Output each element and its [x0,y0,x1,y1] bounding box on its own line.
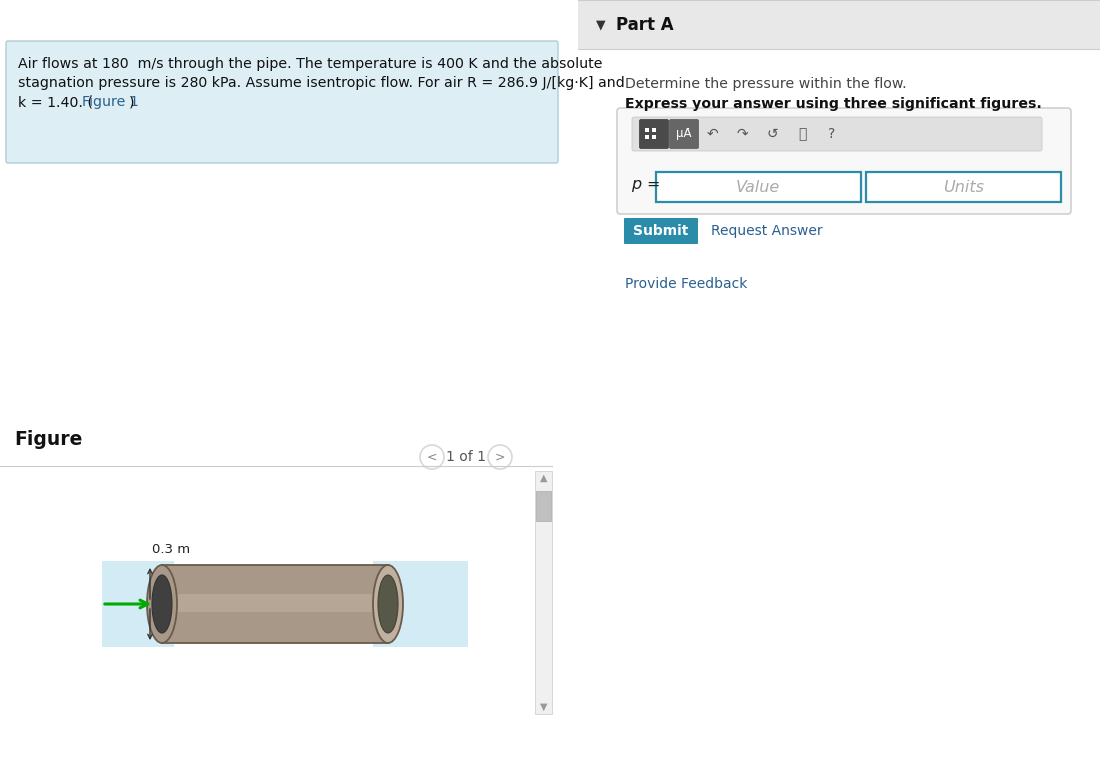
Text: k = 1.40. (: k = 1.40. ( [18,95,92,109]
Text: <: < [427,451,438,464]
Text: ): ) [129,95,134,109]
Text: Air flows at 180  m/s through the pipe. The temperature is 400 K and the absolut: Air flows at 180 m/s through the pipe. T… [18,57,603,71]
Text: μȦ: μȦ [676,128,692,140]
Text: Determine the pressure within the flow.: Determine the pressure within the flow. [625,77,906,91]
Bar [578,49,1100,759]
Bar [536,491,551,521]
Text: >: > [495,451,505,464]
Text: stagnation pressure is 280 kPa. Assume isentropic flow. For air R = 286.9 J/[kg·: stagnation pressure is 280 kPa. Assume i… [18,76,625,90]
Text: Express your answer using three significant figures.: Express your answer using three signific… [625,97,1042,111]
Text: Value: Value [736,179,780,194]
Text: Request Answer: Request Answer [711,224,823,238]
Bar [578,0,1100,49]
Bar [535,471,552,714]
Bar [652,128,656,132]
Bar [645,135,649,139]
Text: ▼: ▼ [540,702,548,712]
Text: ⌸: ⌸ [798,127,806,141]
FancyBboxPatch shape [624,218,698,244]
Text: $p$ =: $p$ = [631,178,660,194]
Text: ↺: ↺ [767,127,778,141]
Text: Submit: Submit [634,224,689,238]
Bar [162,594,388,612]
Text: Units: Units [944,179,984,194]
Text: Figure: Figure [14,430,82,449]
Ellipse shape [373,565,403,643]
FancyBboxPatch shape [6,41,558,163]
Text: Provide Feedback: Provide Feedback [625,277,747,291]
Bar [645,128,649,132]
FancyBboxPatch shape [632,117,1042,151]
Text: ▼: ▼ [596,18,606,32]
Text: ↷: ↷ [736,127,748,141]
Text: Part A: Part A [616,16,673,34]
Bar [656,172,861,202]
FancyBboxPatch shape [670,119,698,149]
Text: ↶: ↶ [706,127,718,141]
Bar [652,135,656,139]
Ellipse shape [152,575,172,633]
Text: ?: ? [828,127,836,141]
Bar [102,561,174,647]
Text: 0.3 m: 0.3 m [152,543,190,556]
Text: ▲: ▲ [540,473,548,483]
FancyBboxPatch shape [617,108,1071,214]
Text: 1 of 1: 1 of 1 [446,450,486,464]
Text: Figure 1: Figure 1 [82,95,139,109]
Bar [162,565,388,643]
Ellipse shape [378,575,398,633]
FancyBboxPatch shape [639,119,669,149]
Bar [866,172,1062,202]
Ellipse shape [147,565,177,643]
Bar [373,561,468,647]
